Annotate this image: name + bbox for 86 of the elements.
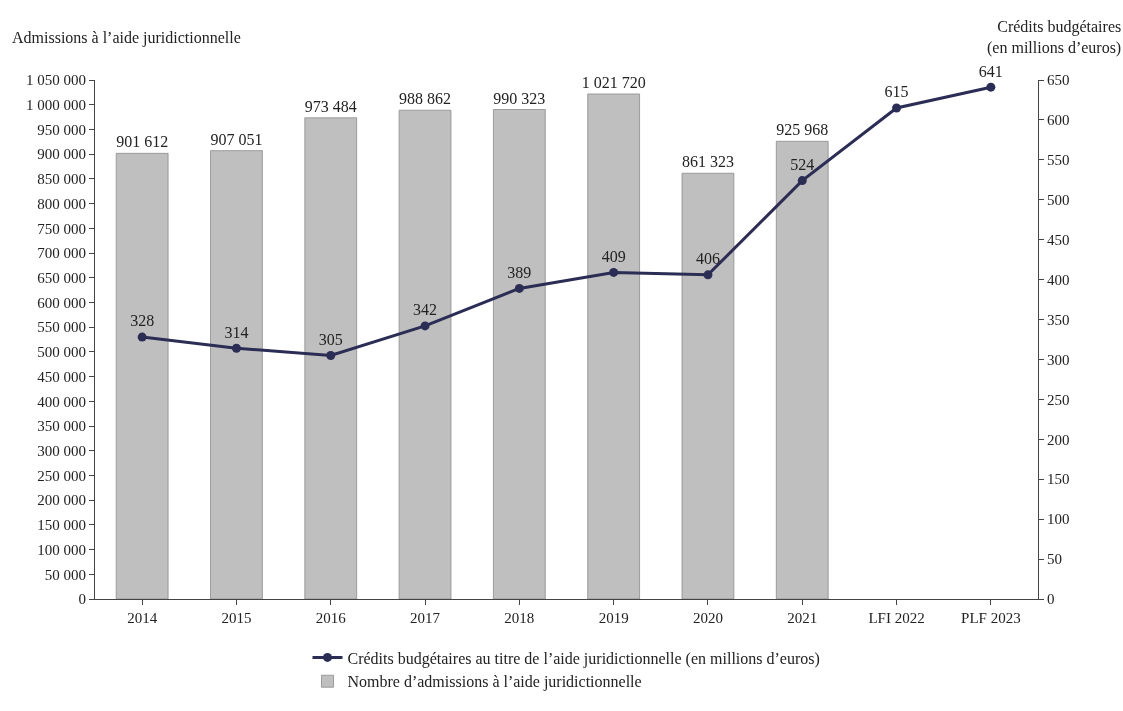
y2-tick-label: 50 (1047, 551, 1062, 568)
y2-tick-label: 200 (1047, 431, 1070, 448)
y2-tick-label: 250 (1047, 391, 1070, 408)
y2-tick-label: 100 (1047, 511, 1070, 528)
point (797, 176, 807, 186)
data-label: 641 (978, 62, 1003, 80)
y-tick-label: 900 000 (37, 146, 86, 163)
bar (681, 172, 735, 599)
data-label: 925 968 (776, 121, 829, 139)
x-tick-label: LFI 2022 (868, 610, 925, 626)
point (703, 270, 713, 280)
y2-tick-label: 350 (1047, 311, 1070, 328)
data-label: 988 862 (399, 90, 452, 108)
bar (775, 140, 829, 599)
bar (493, 109, 546, 599)
point (420, 321, 430, 331)
y-tick-label: 100 000 (37, 541, 86, 558)
data-label: 389 (507, 263, 532, 281)
y2-tick-label: 450 (1047, 231, 1070, 248)
data-label: 305 (318, 330, 343, 348)
y-tick-label: 0 (78, 591, 86, 608)
y-tick-label: 700 000 (37, 245, 86, 262)
y2-tick-label: 400 (1047, 271, 1070, 288)
y-tick-label: 600 000 (37, 294, 86, 311)
y-tick-label: 1 000 000 (26, 96, 86, 113)
data-label: 901 612 (116, 133, 169, 151)
y-tick-label: 200 000 (37, 492, 86, 509)
data-label: 973 484 (304, 97, 357, 115)
point (326, 350, 336, 360)
x-tick-label: 2014 (127, 610, 158, 626)
data-label: 615 (884, 83, 909, 101)
y2-tick-label: 300 (1047, 351, 1070, 368)
data-label: 1 021 720 (581, 73, 646, 91)
data-label: 314 (224, 323, 249, 341)
point (609, 267, 619, 277)
x-tick-label: 2017 (410, 610, 441, 626)
y2-axis-title: Crédits budgétaires (en millions d’euros) (987, 18, 1122, 57)
y-tick-label: 300 000 (37, 442, 86, 459)
x-tick-label: 2019 (598, 610, 629, 626)
point (986, 82, 996, 92)
x-tick-label: 2018 (504, 610, 535, 626)
y-tick-label: 650 000 (37, 269, 86, 286)
data-label: 409 (601, 247, 626, 265)
x-tick-label: 2016 (315, 610, 347, 626)
data-label: 342 (413, 301, 438, 319)
y2-tick-label: 0 (1047, 591, 1055, 608)
y-axis-title: Admissions à l’aide juridictionnelle (12, 29, 241, 47)
y2-tick-label: 150 (1047, 471, 1070, 488)
data-label: 907 051 (210, 130, 263, 148)
y-tick-label: 1 050 000 (26, 72, 86, 89)
bar (398, 109, 452, 599)
y-tick-label: 750 000 (37, 220, 86, 237)
y-tick-label: 250 000 (37, 467, 86, 484)
data-label: 328 (130, 312, 155, 330)
legend-label: Nombre d’admissions à l’aide juridictionnelle (347, 673, 642, 692)
legend-label: Crédits budgétaires au titre de l’aide juridictionnelle (en millions d’euros) (347, 649, 820, 668)
y-tick-label: 400 000 (37, 393, 86, 410)
y-tick-label: 500 000 (37, 344, 86, 361)
y-tick-label: 50 000 (44, 566, 86, 583)
x-tick-label: 2020 (692, 610, 723, 626)
y2-tick-label: 550 (1047, 152, 1070, 169)
bar (304, 117, 358, 599)
bar (115, 152, 169, 599)
y-tick-label: 950 000 (37, 121, 86, 138)
y-tick-label: 800 000 (37, 195, 86, 212)
y-tick-label: 450 000 (37, 368, 86, 385)
point (231, 343, 241, 353)
y2-tick-label: 500 (1047, 192, 1070, 209)
y-tick-label: 850 000 (37, 171, 86, 188)
data-label: 990 323 (493, 89, 546, 107)
y2-tick-label: 600 (1047, 112, 1070, 129)
bar (210, 150, 263, 599)
data-label: 406 (695, 250, 720, 268)
data-label: 861 323 (681, 153, 734, 171)
point (892, 103, 902, 113)
y-tick-label: 150 000 (37, 517, 86, 534)
x-tick-label: PLF 2023 (961, 610, 1021, 626)
y-tick-label: 350 000 (37, 418, 86, 435)
x-tick-label: 2015 (221, 610, 252, 626)
bar (587, 93, 640, 599)
point (514, 283, 524, 293)
data-label: 524 (790, 155, 815, 173)
point (137, 332, 147, 342)
x-tick-label: 2021 (787, 610, 818, 626)
y2-tick-label: 650 (1047, 72, 1070, 89)
y-tick-label: 550 000 (37, 319, 86, 336)
